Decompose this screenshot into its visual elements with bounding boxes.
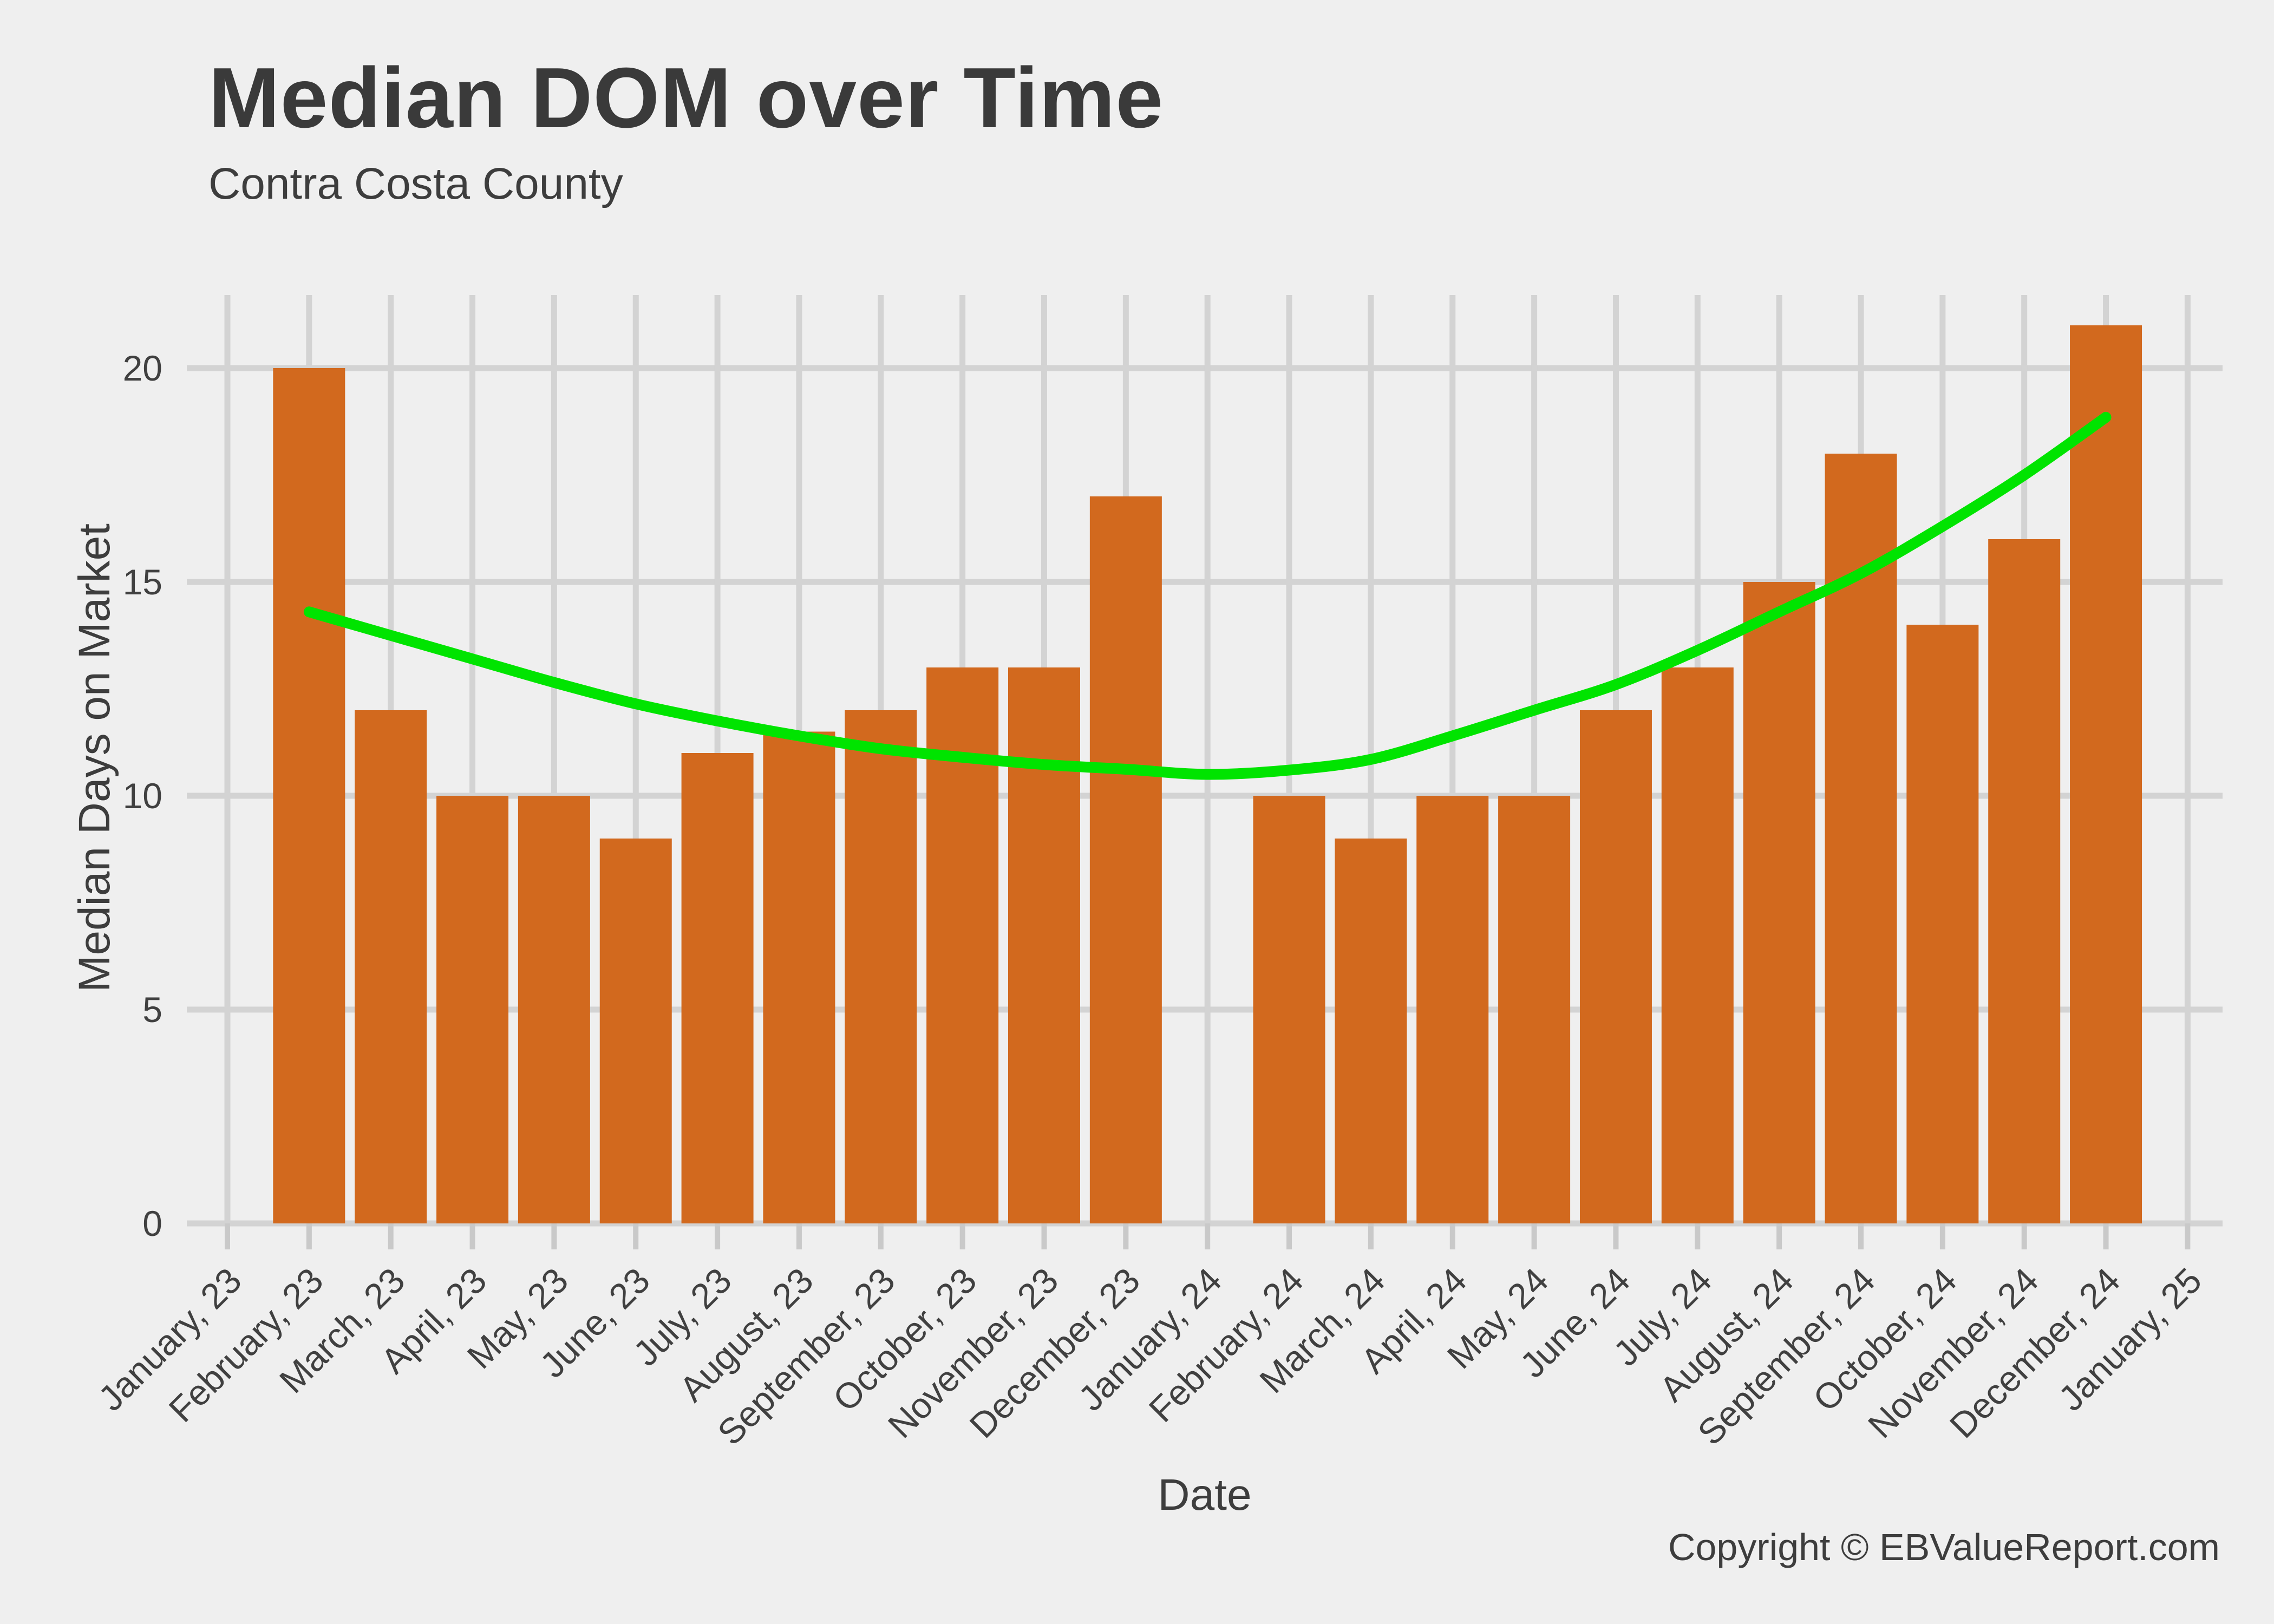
bar-november-24 [1988, 539, 2061, 1223]
bar-november-23 [1008, 667, 1080, 1223]
bar-may-24 [1498, 796, 1571, 1223]
bar-march-23 [355, 710, 427, 1223]
bar-june-24 [1579, 710, 1652, 1223]
chart-subtitle: Contra Costa County [208, 159, 623, 208]
bar-series [273, 325, 2142, 1223]
bar-may-23 [518, 796, 590, 1223]
bar-april-23 [436, 796, 509, 1223]
bar-february-24 [1253, 796, 1325, 1223]
bar-july-23 [681, 753, 754, 1223]
bar-july-24 [1661, 667, 1734, 1223]
y-tick-labels: 0 5 10 15 20 [123, 348, 162, 1243]
y-tick-label-20: 20 [123, 348, 162, 388]
bar-august-23 [763, 731, 835, 1223]
chart-title: Median DOM over Time [208, 50, 1164, 146]
bar-december-24 [2070, 325, 2142, 1223]
bar-august-24 [1743, 582, 1815, 1223]
copyright-text: Copyright © EBValueReport.com [1668, 1526, 2220, 1568]
bar-march-24 [1335, 839, 1407, 1223]
trend-line [303, 411, 2112, 780]
bar-december-23 [1089, 496, 1162, 1223]
y-tick-label-5: 5 [142, 990, 162, 1030]
bar-september-23 [845, 710, 917, 1223]
x-tick-marks [225, 1223, 2191, 1249]
y-tick-label-0: 0 [142, 1203, 162, 1243]
bar-april-24 [1416, 796, 1489, 1223]
y-axis-title: Median Days on Market [70, 523, 119, 992]
bar-october-24 [1906, 625, 1979, 1223]
bar-june-23 [599, 839, 672, 1223]
bar-february-23 [273, 368, 345, 1223]
y-tick-label-10: 10 [123, 776, 162, 816]
y-tick-label-15: 15 [123, 562, 162, 602]
x-axis-title: Date [1158, 1470, 1252, 1520]
